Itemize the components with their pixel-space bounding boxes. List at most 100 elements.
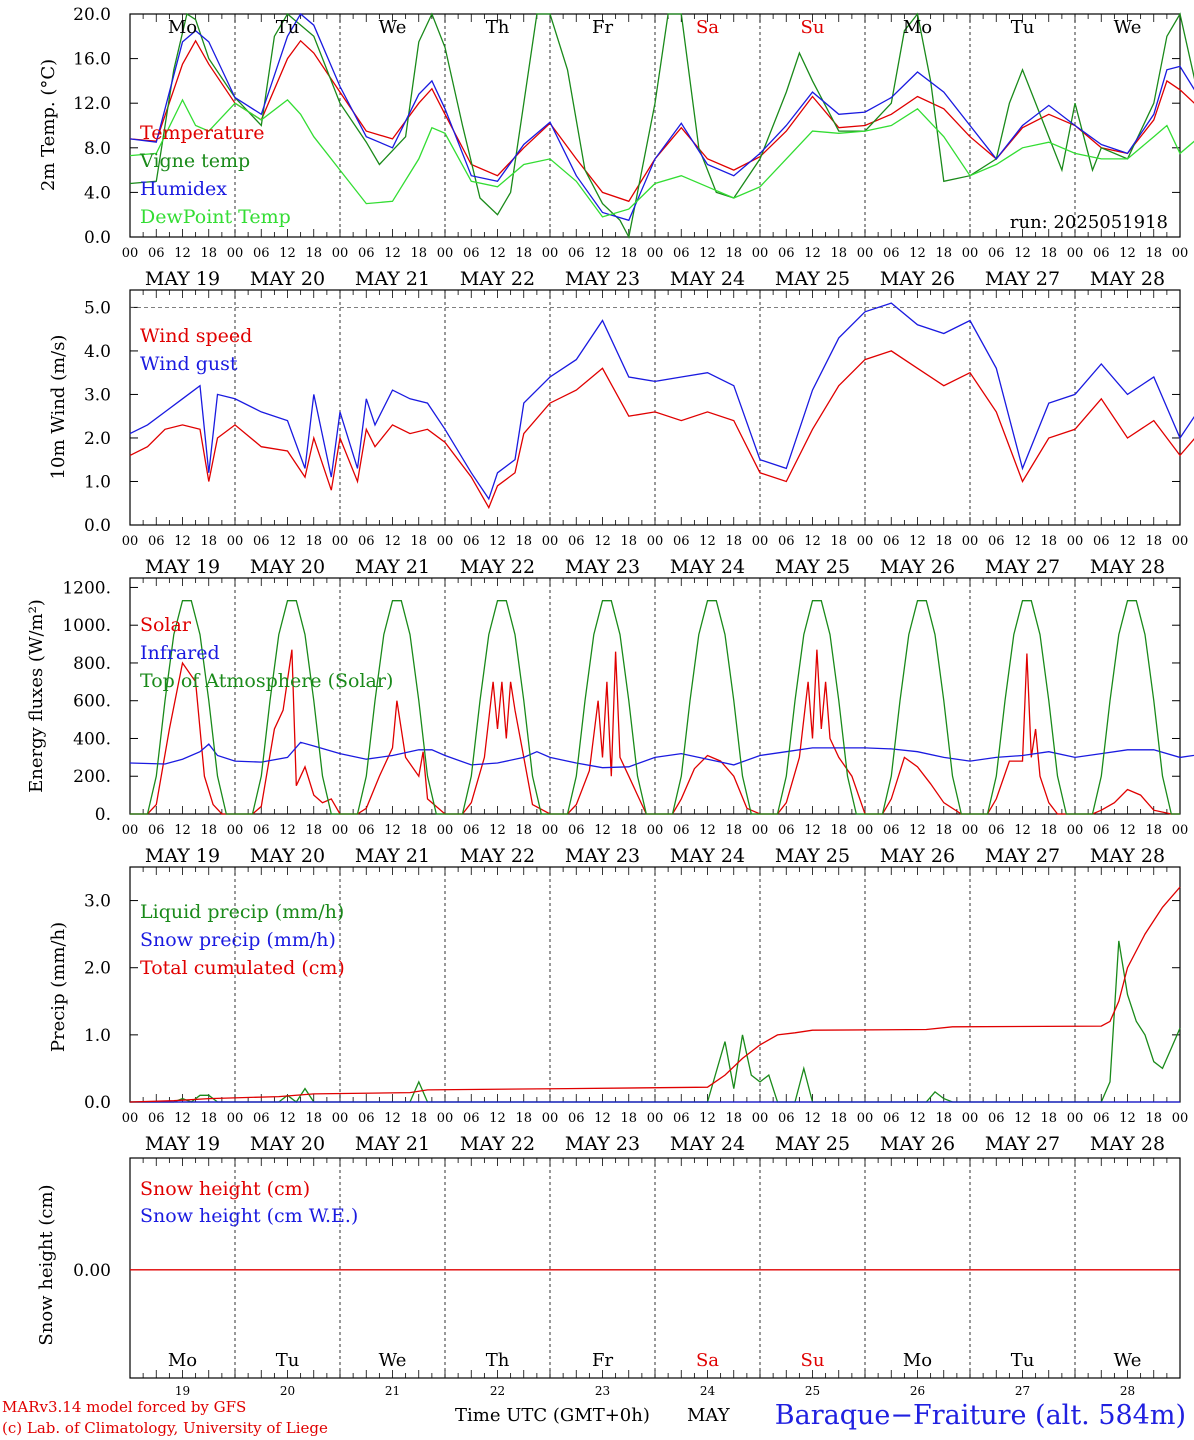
date-label: MAY 28	[1090, 556, 1165, 578]
hour-tick-label: 12	[489, 246, 506, 261]
hour-tick-label: 06	[253, 823, 270, 838]
hour-tick-label: 18	[410, 246, 427, 261]
panel-4	[129, 866, 1181, 1103]
hour-tick-label: 06	[988, 823, 1005, 838]
hour-tick-label: 00	[647, 823, 664, 838]
hour-tick-label: 12	[279, 534, 296, 549]
hour-tick-label: 06	[568, 823, 585, 838]
date-label: MAY 25	[775, 556, 850, 578]
y-tick-label: 4.0	[84, 183, 111, 203]
hour-tick-label: 18	[1145, 534, 1162, 549]
hour-tick-label: 12	[384, 534, 401, 549]
hour-tick-label: 06	[1093, 534, 1110, 549]
y-tick-label: 200.	[73, 767, 111, 787]
date-label: MAY 27	[985, 1133, 1060, 1155]
y-tick-label: 1000.	[62, 616, 111, 636]
hour-tick-label: 00	[542, 246, 559, 261]
legend-entry: Snow height (cm)	[140, 1178, 310, 1200]
hour-tick-label: 12	[594, 246, 611, 261]
hour-tick-label: 00	[437, 1111, 454, 1126]
hour-tick-label: 06	[673, 823, 690, 838]
hour-tick-label: 18	[830, 1111, 847, 1126]
hour-tick-label: 18	[620, 823, 637, 838]
hour-tick-label: 12	[384, 823, 401, 838]
hour-tick-label: 18	[515, 823, 532, 838]
hour-tick-label: 00	[437, 534, 454, 549]
hour-tick-label: 18	[935, 1111, 952, 1126]
panel-5	[129, 1157, 1181, 1379]
hour-tick-label: 18	[830, 823, 847, 838]
hour-tick-label: 06	[568, 1111, 585, 1126]
hour-tick-label: 06	[358, 534, 375, 549]
date-label: MAY 19	[145, 1133, 220, 1155]
date-label: MAY 21	[355, 845, 430, 867]
hour-tick-label: 18	[200, 1111, 217, 1126]
panel-1	[129, 12, 1194, 239]
hour-tick-label: 06	[988, 534, 1005, 549]
hour-tick-label: 12	[279, 823, 296, 838]
hour-tick-label: 00	[122, 823, 139, 838]
date-label: MAY 19	[145, 268, 220, 290]
series-line-wind-speed	[129, 350, 1194, 510]
day-name-label: Su	[801, 17, 825, 38]
hour-tick-label: 18	[620, 1111, 637, 1126]
series-line-humidex	[129, 13, 1194, 222]
hour-tick-label: 12	[699, 1111, 716, 1126]
date-label: MAY 24	[670, 845, 745, 867]
day-number-label: 21	[385, 1384, 400, 1398]
date-label: MAY 23	[565, 1133, 640, 1155]
hour-tick-label: 12	[384, 1111, 401, 1126]
hour-tick-label: 18	[725, 534, 742, 549]
hour-tick-label: 00	[962, 534, 979, 549]
y-tick-label: 0.0	[84, 516, 111, 536]
date-label: MAY 20	[250, 845, 325, 867]
date-label: MAY 25	[775, 845, 850, 867]
hour-tick-label: 06	[463, 534, 480, 549]
series-line-top-of-atmosphere-solar-	[130, 600, 1180, 815]
day-number-label: 25	[805, 1384, 820, 1398]
hour-tick-label: 06	[358, 1111, 375, 1126]
date-label: MAY 20	[250, 268, 325, 290]
hour-tick-label: 06	[463, 823, 480, 838]
hour-tick-label: 06	[883, 1111, 900, 1126]
y-axis-label: Energy fluxes (W/m²)	[26, 599, 47, 793]
date-label: MAY 23	[565, 556, 640, 578]
hour-tick-label: 12	[909, 246, 926, 261]
day-name-label: Tu	[1011, 17, 1035, 38]
hour-tick-label: 12	[804, 534, 821, 549]
date-label: MAY 26	[880, 1133, 955, 1155]
day-name-label: Su	[801, 1350, 825, 1371]
hour-tick-label: 06	[358, 246, 375, 261]
day-name-label: Fr	[592, 1350, 613, 1371]
hour-tick-label: 18	[305, 246, 322, 261]
date-label: MAY 26	[880, 556, 955, 578]
hour-tick-label: 12	[279, 246, 296, 261]
hour-tick-label: 12	[1014, 534, 1031, 549]
day-name-label: Mo	[168, 17, 197, 38]
hour-tick-label: 12	[1119, 534, 1136, 549]
hour-tick-label: 12	[1119, 1111, 1136, 1126]
hour-tick-label: 18	[1040, 1111, 1057, 1126]
date-label: MAY 25	[775, 1133, 850, 1155]
date-label: MAY 28	[1090, 268, 1165, 290]
hour-tick-label: 18	[200, 823, 217, 838]
date-label: MAY 26	[880, 845, 955, 867]
hour-tick-label: 18	[935, 823, 952, 838]
y-tick-label: 20.0	[73, 5, 111, 25]
hour-tick-label: 12	[804, 246, 821, 261]
hour-tick-label: 12	[909, 534, 926, 549]
series-line-infrared	[129, 741, 1194, 769]
hour-tick-label: 12	[594, 823, 611, 838]
y-tick-label: 0.0	[84, 1093, 111, 1113]
y-tick-label: 1.0	[84, 472, 111, 492]
y-tick-label: 0.	[95, 805, 111, 825]
day-number-label: 24	[700, 1384, 716, 1398]
hour-tick-label: 00	[1172, 823, 1189, 838]
hour-tick-label: 00	[962, 246, 979, 261]
y-tick-label: 0.0	[84, 228, 111, 248]
hour-tick-label: 18	[725, 1111, 742, 1126]
hour-tick-label: 00	[752, 534, 769, 549]
series-line-dewpoint-temp	[129, 98, 1194, 218]
hour-tick-label: 06	[673, 246, 690, 261]
date-label: MAY 24	[670, 556, 745, 578]
